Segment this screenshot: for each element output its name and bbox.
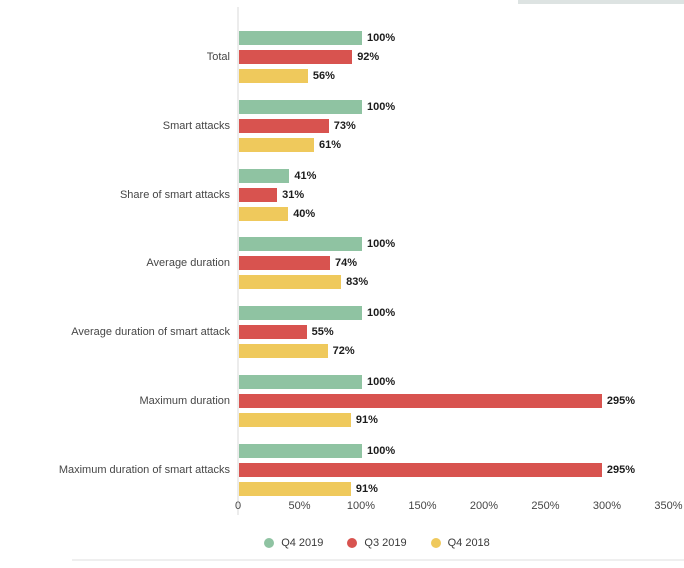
bar-value-label: 100% bbox=[367, 100, 396, 113]
bar-q3-2019[interactable] bbox=[239, 187, 278, 202]
bar-q4-2018[interactable] bbox=[239, 344, 328, 359]
bar-value-label: 83% bbox=[346, 276, 369, 289]
bar-value-label: 100% bbox=[367, 376, 396, 388]
bar-value-label: 72% bbox=[332, 345, 355, 358]
bar-q4-2019[interactable] bbox=[239, 237, 362, 252]
bar-value-label: 31% bbox=[282, 188, 305, 201]
chart-legend: Q4 2019 Q3 2019 Q4 2018 bbox=[70, 537, 684, 549]
bar-q4-2018[interactable] bbox=[239, 206, 289, 221]
bar-value-label: 92% bbox=[357, 51, 380, 63]
x-axis-tick-label: 50% bbox=[288, 500, 311, 512]
legend-dot-icon bbox=[430, 538, 441, 548]
bar-value-label: 100% bbox=[367, 32, 396, 44]
category-label: Maximum duration of smart attacks bbox=[58, 463, 230, 476]
bar-q3-2019[interactable] bbox=[239, 118, 329, 133]
legend-item-q3-2019: Q3 2019 bbox=[347, 537, 407, 549]
bar-q4-2019[interactable] bbox=[239, 443, 362, 458]
bar-q4-2019[interactable] bbox=[239, 168, 290, 183]
bar-q4-2018[interactable] bbox=[239, 275, 342, 290]
legend-label: Q3 2019 bbox=[364, 537, 407, 549]
category-label: Maximum duration bbox=[139, 395, 230, 407]
bar-q4-2018[interactable] bbox=[239, 137, 314, 152]
category-label: Total bbox=[206, 51, 230, 63]
bar-value-label: 40% bbox=[293, 207, 316, 220]
bar-q3-2019[interactable] bbox=[239, 462, 602, 477]
bar-value-label: 91% bbox=[355, 414, 378, 426]
bar-value-label: 100% bbox=[367, 307, 396, 320]
legend-label: Q4 2018 bbox=[447, 537, 490, 549]
bar-q4-2018[interactable] bbox=[239, 413, 351, 427]
legend-dot-icon bbox=[347, 538, 358, 548]
bar-q3-2019[interactable] bbox=[239, 394, 602, 408]
bar-q4-2019[interactable] bbox=[239, 31, 362, 45]
legend-item-q4-2018: Q4 2018 bbox=[430, 537, 490, 549]
cropped-panel-edge bbox=[518, 0, 684, 4]
bottom-divider bbox=[72, 559, 684, 561]
bar-q3-2019[interactable] bbox=[239, 325, 307, 340]
x-axis-tick-label: 300% bbox=[592, 500, 622, 512]
bar-value-label: 100% bbox=[367, 444, 396, 457]
bar-value-label: 41% bbox=[294, 169, 317, 182]
x-axis-tick-label: 200% bbox=[469, 500, 499, 512]
bar-value-label: 56% bbox=[312, 70, 335, 82]
category-label: Average duration bbox=[146, 257, 230, 270]
bar-q3-2019[interactable] bbox=[239, 50, 353, 64]
x-axis-tick-label: 150% bbox=[408, 500, 437, 512]
category-label: Average duration of smart attack bbox=[71, 326, 230, 339]
bar-value-label: 73% bbox=[333, 119, 356, 132]
category-label: Smart attacks bbox=[162, 119, 230, 132]
bar-q4-2019[interactable] bbox=[239, 375, 362, 389]
bar-q4-2018[interactable] bbox=[239, 69, 308, 83]
x-axis-tick-label: 350% bbox=[654, 500, 683, 512]
bar-q4-2018[interactable] bbox=[239, 481, 351, 496]
legend-label: Q4 2019 bbox=[281, 537, 324, 549]
x-axis-tick-label: 100% bbox=[346, 500, 376, 512]
bar-value-label: 295% bbox=[606, 463, 636, 476]
bar-value-label: 91% bbox=[355, 482, 378, 495]
legend-item-q4-2019: Q4 2019 bbox=[264, 537, 323, 549]
bar-q4-2019[interactable] bbox=[239, 306, 362, 321]
x-axis-tick-label: 0 bbox=[234, 500, 242, 512]
y-axis-line bbox=[237, 7, 239, 515]
bar-value-label: 55% bbox=[311, 326, 334, 339]
bar-q4-2019[interactable] bbox=[239, 99, 362, 114]
bar-value-label: 61% bbox=[319, 138, 342, 151]
bar-q3-2019[interactable] bbox=[239, 256, 330, 271]
bar-value-label: 295% bbox=[606, 395, 636, 407]
legend-dot-icon bbox=[264, 538, 275, 548]
bar-value-label: 74% bbox=[335, 257, 358, 270]
bar-value-label: 100% bbox=[367, 238, 396, 251]
category-label: Share of smart attacks bbox=[119, 188, 230, 201]
x-axis-tick-label: 250% bbox=[531, 500, 560, 512]
